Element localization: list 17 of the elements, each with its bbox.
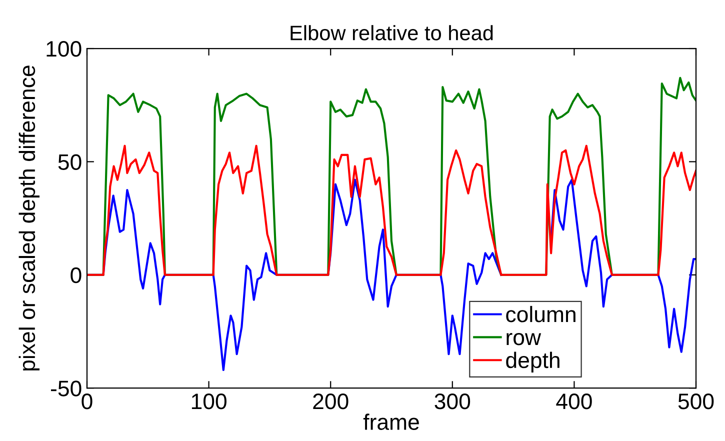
x-tick-label: 300 bbox=[434, 394, 470, 410]
line-series bbox=[87, 144, 696, 276]
legend-label: depth bbox=[506, 352, 560, 373]
x-tick-label: 200 bbox=[313, 394, 348, 410]
x-axis-title: frame bbox=[363, 414, 419, 430]
legend-label: row bbox=[506, 333, 542, 346]
x-tick-label: 400 bbox=[556, 394, 592, 410]
y-tick-label: 100 bbox=[46, 41, 82, 57]
x-tick-label: 500 bbox=[678, 394, 714, 410]
y-tick-label: 50 bbox=[58, 154, 82, 170]
x-tick-label: 100 bbox=[192, 394, 226, 410]
y-tick-label: 0 bbox=[70, 267, 82, 284]
y-axis-title: pixel or scaled depth difference bbox=[18, 66, 40, 370]
chart-title: Elbow relative to head bbox=[290, 25, 493, 40]
y-tick-label: -50 bbox=[51, 380, 82, 396]
x-tick-label: 0 bbox=[82, 394, 92, 410]
legend-label: column bbox=[506, 306, 576, 322]
